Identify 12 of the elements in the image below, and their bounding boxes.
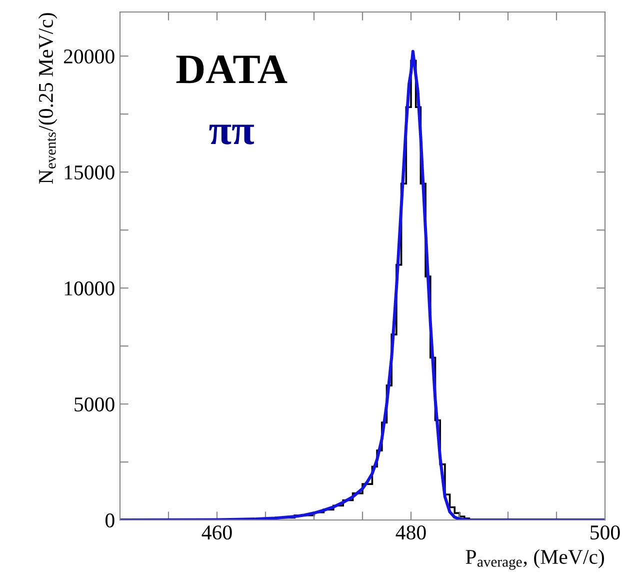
annotation: ππ bbox=[209, 124, 254, 144]
y-axis-title: N$_{events}$/(0.25 MeV/c) bbox=[38, 13, 58, 184]
y-tick-label: 10000 bbox=[64, 281, 114, 296]
y-tick-label: 5000 bbox=[74, 397, 114, 412]
x-tick-label: 480 bbox=[396, 525, 426, 540]
y-tick-label: 15000 bbox=[64, 165, 114, 180]
annotation: DATA bbox=[176, 55, 288, 84]
y-tick-label: 0 bbox=[106, 513, 114, 528]
y-tick-label: 20000 bbox=[64, 49, 114, 64]
x-axis-title: P$_{average}$, (MeV/c) bbox=[466, 549, 604, 570]
x-tick-label: 460 bbox=[202, 525, 232, 540]
x-tick-label: 500 bbox=[590, 525, 620, 540]
